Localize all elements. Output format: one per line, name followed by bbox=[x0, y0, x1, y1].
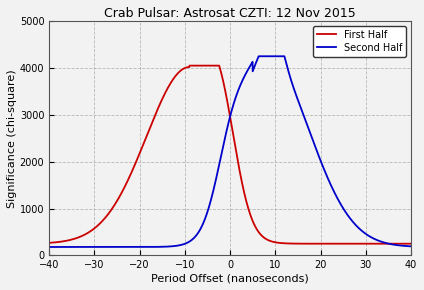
First Half bbox=[47, 241, 52, 244]
First Half bbox=[363, 242, 368, 245]
Second Half bbox=[402, 244, 407, 248]
Second Half bbox=[185, 241, 190, 244]
First Half bbox=[185, 66, 190, 69]
First Half bbox=[187, 64, 192, 67]
Second Half bbox=[201, 221, 206, 224]
First Half bbox=[109, 207, 114, 211]
Line: Second Half: Second Half bbox=[49, 56, 411, 247]
Y-axis label: Significance (chi-square): Significance (chi-square) bbox=[7, 69, 17, 208]
First Half bbox=[201, 64, 206, 67]
Second Half bbox=[88, 245, 93, 249]
Second Half bbox=[408, 244, 413, 248]
Second Half bbox=[256, 55, 261, 58]
First Half bbox=[408, 242, 413, 245]
Title: Crab Pulsar: Astrosat CZTI: 12 Nov 2015: Crab Pulsar: Astrosat CZTI: 12 Nov 2015 bbox=[104, 7, 356, 20]
First Half bbox=[88, 229, 93, 233]
Second Half bbox=[109, 245, 114, 249]
Legend: First Half, Second Half: First Half, Second Half bbox=[312, 26, 406, 57]
Second Half bbox=[47, 245, 52, 249]
First Half bbox=[402, 242, 407, 245]
X-axis label: Period Offset (nanoseconds): Period Offset (nanoseconds) bbox=[151, 273, 309, 283]
Second Half bbox=[363, 231, 368, 235]
Line: First Half: First Half bbox=[49, 66, 411, 244]
